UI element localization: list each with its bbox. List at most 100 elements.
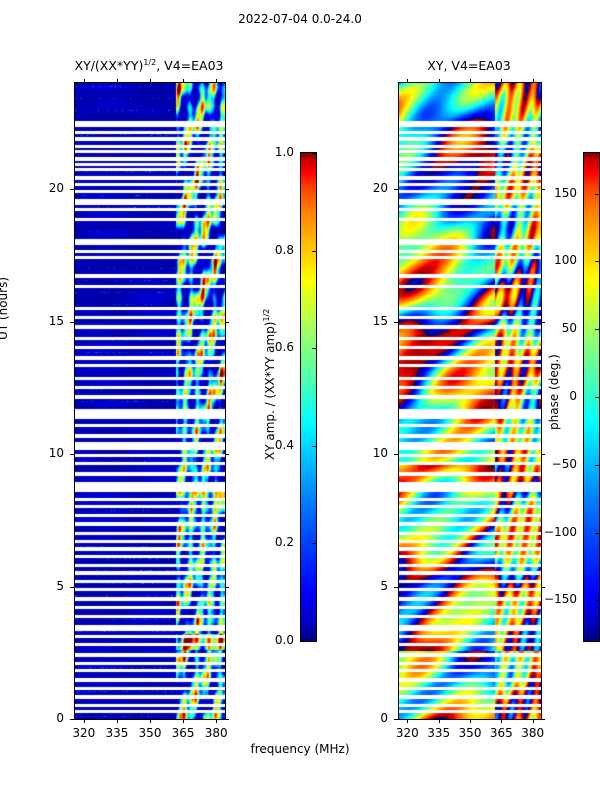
colorbar-tick-mark: [595, 193, 599, 195]
left-colorbar-gradient: [301, 153, 316, 641]
y-tick-label: 5: [380, 578, 388, 593]
figure-suptitle: 2022-07-04 0.0-24.0: [238, 12, 362, 26]
x-tick-mark-top: [470, 79, 471, 83]
y-tick-mark: [70, 454, 74, 455]
y-tick-mark: [394, 189, 398, 190]
x-tick-mark: [116, 719, 118, 723]
x-tick-label: 365: [489, 726, 513, 740]
colorbar-tick-mark: [595, 397, 599, 398]
x-tick-label: 350: [138, 726, 162, 740]
colorbar-tick-mark: [595, 600, 599, 602]
left-colorbar-label-exponent: 1/2: [262, 308, 271, 322]
y-tick-mark: [394, 321, 398, 323]
x-tick-mark-top: [438, 79, 440, 83]
x-tick-mark-top: [116, 79, 118, 83]
right-heatmap-canvas: [399, 83, 541, 719]
right-heatmap-panel[interactable]: [398, 82, 542, 720]
x-tick-mark-top: [150, 79, 151, 83]
colorbar-tick-label: −50: [551, 456, 577, 471]
right-heatmap-image: [399, 83, 541, 719]
left-heatmap-image: [75, 83, 225, 719]
colorbar-tick-label: 0.0: [274, 633, 294, 647]
y-tick-mark-right: [541, 586, 545, 588]
x-tick-mark: [438, 719, 440, 723]
left-panel-title-tail: , V4=EA03: [156, 58, 224, 74]
figure-xlabel: frequency (MHz): [250, 742, 350, 756]
x-tick-mark: [470, 719, 471, 723]
x-tick-label: 320: [395, 726, 419, 740]
colorbar-tick-mark: [312, 153, 316, 154]
colorbar-tick-mark: [595, 261, 599, 263]
y-tick-mark: [70, 321, 74, 323]
right-panel-title: XY, V4=EA03: [427, 58, 511, 73]
x-tick-mark-top: [183, 79, 185, 83]
colorbar-tick-label: 0.6: [274, 340, 294, 355]
colorbar-tick-mark: [595, 464, 599, 466]
y-tick-label: 10: [48, 446, 64, 460]
x-tick-mark-top: [83, 79, 85, 83]
y-tick-label: 0: [380, 711, 388, 725]
colorbar-tick-mark: [595, 532, 599, 534]
colorbar-tick-label: 100: [554, 253, 577, 268]
y-tick-mark: [70, 719, 74, 720]
left-panel-title-exponent: 1/2: [143, 58, 157, 67]
x-tick-mark: [532, 719, 534, 723]
x-tick-label: 380: [521, 726, 545, 740]
y-tick-mark-right: [541, 719, 545, 720]
x-tick-mark: [83, 719, 85, 723]
y-tick-label: 0: [56, 711, 64, 725]
colorbar-tick-label: 0.8: [274, 242, 294, 257]
y-tick-label: 20: [372, 181, 388, 195]
x-tick-mark-top: [501, 79, 503, 83]
x-tick-label: 380: [204, 726, 228, 740]
y-tick-mark-right: [225, 321, 229, 323]
x-tick-mark: [407, 719, 409, 723]
colorbar-tick-mark: [312, 348, 316, 350]
left-heatmap-canvas: [75, 83, 225, 719]
x-tick-mark: [183, 719, 185, 723]
x-tick-mark: [150, 719, 151, 723]
x-tick-label: 335: [427, 726, 451, 740]
y-tick-mark: [394, 719, 398, 720]
y-tick-mark: [70, 189, 74, 190]
colorbar-tick-label: 150: [554, 185, 577, 200]
x-tick-label: 365: [171, 726, 195, 740]
y-tick-mark-right: [541, 454, 545, 455]
y-tick-mark-right: [225, 189, 229, 190]
colorbar-tick-label: 0.2: [274, 535, 294, 550]
x-tick-mark: [501, 719, 503, 723]
colorbar-tick-label: −100: [544, 524, 577, 539]
left-heatmap-panel[interactable]: [74, 82, 226, 720]
x-tick-mark-top: [532, 79, 534, 83]
y-tick-mark-right: [225, 454, 229, 455]
x-tick-label: 320: [72, 726, 96, 740]
colorbar-tick-mark: [312, 543, 316, 545]
y-tick-label: 5: [56, 578, 64, 593]
colorbar-tick-mark: [595, 329, 599, 331]
left-colorbar[interactable]: [300, 152, 317, 642]
x-tick-label: 350: [458, 726, 482, 740]
x-tick-label: 335: [105, 726, 129, 740]
y-tick-mark-right: [225, 586, 229, 588]
right-colorbar-gradient: [584, 153, 599, 641]
colorbar-tick-mark: [312, 250, 316, 252]
left-panel-ylabel: UT (hours): [0, 276, 10, 340]
colorbar-tick-label: 50: [561, 321, 577, 336]
y-tick-label: 15: [372, 313, 388, 328]
colorbar-tick-label: 1.0: [274, 145, 294, 159]
left-panel-title: XY/(XX*YY)1/2, V4=EA03: [74, 58, 224, 73]
left-panel-title-main: XY/(XX*YY): [74, 58, 144, 74]
x-tick-mark: [216, 719, 218, 723]
y-tick-mark: [394, 454, 398, 455]
y-tick-mark-right: [541, 321, 545, 323]
colorbar-tick-mark: [312, 641, 316, 642]
x-tick-mark-top: [216, 79, 218, 83]
y-tick-label: 20: [48, 181, 64, 195]
y-tick-label: 10: [372, 446, 388, 460]
y-tick-label: 15: [48, 313, 64, 328]
colorbar-tick-mark: [312, 445, 316, 447]
colorbar-tick-label: 0: [569, 389, 577, 403]
y-tick-mark-right: [225, 719, 229, 720]
x-tick-mark-top: [407, 79, 409, 83]
